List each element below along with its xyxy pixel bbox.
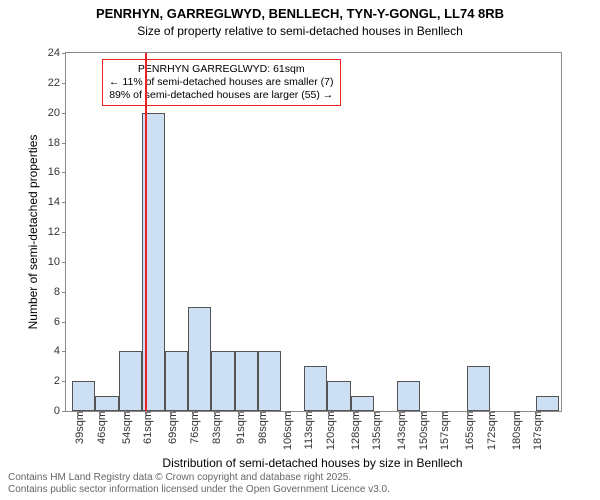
- chart-subtitle: Size of property relative to semi-detach…: [0, 24, 600, 38]
- footer: Contains HM Land Registry data © Crown c…: [8, 472, 390, 496]
- x-tick-mark: [375, 411, 376, 415]
- y-tick-mark: [62, 232, 66, 233]
- annotation-line3: 89% of semi-detached houses are larger (…: [109, 89, 334, 102]
- y-tick-mark: [62, 292, 66, 293]
- y-axis-label: Number of semi-detached properties: [26, 107, 40, 357]
- x-tick-label: 83sqm: [207, 411, 223, 444]
- histogram-bar: [536, 396, 559, 411]
- annotation-box: PENRHYN GARREGLWYD: 61sqm ← 11% of semi-…: [102, 59, 341, 106]
- x-tick-mark: [286, 411, 287, 415]
- x-tick-label: 157sqm: [435, 411, 451, 450]
- x-tick-label: 91sqm: [231, 411, 247, 444]
- x-tick-label: 187sqm: [528, 411, 544, 450]
- x-tick-mark: [239, 411, 240, 415]
- x-tick-label: 120sqm: [321, 411, 337, 450]
- footer-line1: Contains HM Land Registry data © Crown c…: [8, 472, 390, 484]
- y-tick-mark: [62, 172, 66, 173]
- x-tick-mark: [307, 411, 308, 415]
- x-tick-mark: [78, 411, 79, 415]
- histogram-bar: [397, 381, 420, 411]
- x-tick-mark: [490, 411, 491, 415]
- y-tick-mark: [62, 83, 66, 84]
- y-tick-mark: [62, 351, 66, 352]
- x-tick-label: 150sqm: [414, 411, 430, 450]
- x-tick-mark: [354, 411, 355, 415]
- chart-container: PENRHYN, GARREGLWYD, BENLLECH, TYN-Y-GON…: [0, 0, 600, 500]
- x-tick-label: 39sqm: [70, 411, 86, 444]
- y-tick-mark: [62, 202, 66, 203]
- x-tick-mark: [193, 411, 194, 415]
- x-tick-label: 113sqm: [299, 411, 315, 449]
- y-tick-mark: [62, 53, 66, 54]
- x-tick-label: 46sqm: [92, 411, 108, 444]
- histogram-bar: [72, 381, 95, 411]
- x-axis-label: Distribution of semi-detached houses by …: [65, 456, 560, 470]
- x-tick-mark: [100, 411, 101, 415]
- plot-region: PENRHYN GARREGLWYD: 61sqm ← 11% of semi-…: [66, 53, 561, 411]
- marker-line: [145, 53, 147, 411]
- histogram-bar: [304, 366, 327, 411]
- x-tick-mark: [422, 411, 423, 415]
- x-tick-mark: [261, 411, 262, 415]
- y-tick-mark: [62, 381, 66, 382]
- y-tick-mark: [62, 322, 66, 323]
- y-tick-mark: [62, 262, 66, 263]
- x-tick-label: 69sqm: [163, 411, 179, 444]
- histogram-bar: [119, 351, 142, 411]
- histogram-bar: [235, 351, 258, 411]
- x-tick-label: 135sqm: [367, 411, 383, 450]
- x-tick-label: 76sqm: [185, 411, 201, 444]
- histogram-bar: [327, 381, 350, 411]
- chart-area: PENRHYN GARREGLWYD: 61sqm ← 11% of semi-…: [65, 52, 562, 412]
- x-tick-label: 98sqm: [253, 411, 269, 444]
- x-tick-mark: [146, 411, 147, 415]
- y-tick-mark: [62, 143, 66, 144]
- y-tick-mark: [62, 411, 66, 412]
- histogram-bar: [467, 366, 490, 411]
- x-tick-mark: [125, 411, 126, 415]
- x-tick-mark: [515, 411, 516, 415]
- chart-title: PENRHYN, GARREGLWYD, BENLLECH, TYN-Y-GON…: [0, 6, 600, 21]
- x-tick-label: 54sqm: [117, 411, 133, 444]
- histogram-bar: [165, 351, 188, 411]
- x-tick-mark: [171, 411, 172, 415]
- x-tick-label: 165sqm: [460, 411, 476, 450]
- x-tick-label: 143sqm: [392, 411, 408, 450]
- histogram-bar: [258, 351, 281, 411]
- x-tick-mark: [536, 411, 537, 415]
- x-tick-mark: [215, 411, 216, 415]
- annotation-line2: ← 11% of semi-detached houses are smalle…: [109, 76, 334, 89]
- x-tick-label: 172sqm: [482, 411, 498, 450]
- histogram-bar: [351, 396, 374, 411]
- y-tick-mark: [62, 113, 66, 114]
- histogram-bar: [188, 307, 211, 411]
- x-tick-mark: [329, 411, 330, 415]
- annotation-line1: PENRHYN GARREGLWYD: 61sqm: [109, 63, 334, 76]
- x-tick-label: 61sqm: [138, 411, 154, 444]
- x-tick-label: 180sqm: [507, 411, 523, 450]
- footer-line2: Contains public sector information licen…: [8, 484, 390, 496]
- histogram-bar: [211, 351, 234, 411]
- histogram-bar: [95, 396, 118, 411]
- x-tick-label: 128sqm: [346, 411, 362, 450]
- x-tick-label: 106sqm: [278, 411, 294, 450]
- x-tick-mark: [468, 411, 469, 415]
- x-tick-mark: [443, 411, 444, 415]
- x-tick-mark: [400, 411, 401, 415]
